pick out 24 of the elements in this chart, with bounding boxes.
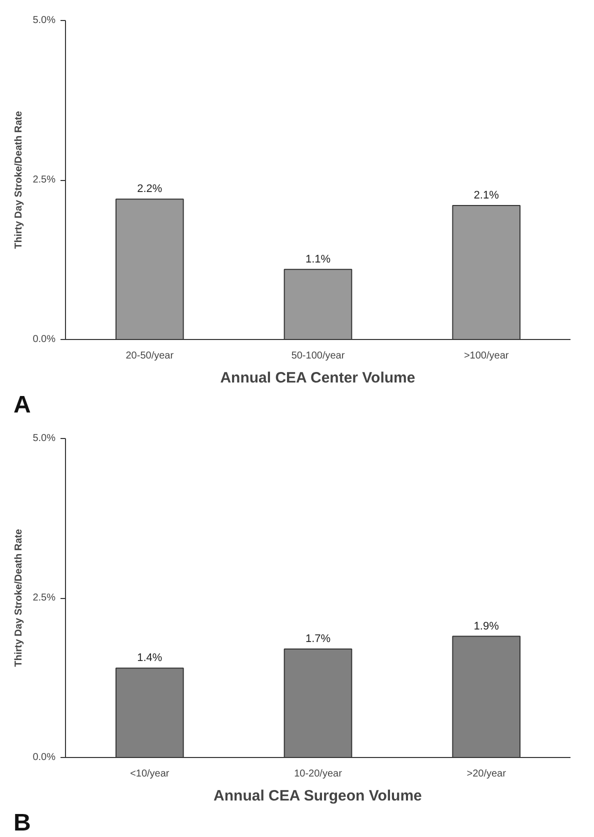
data-label: 1.1%: [305, 253, 331, 266]
x-tick-label: 20-50/year: [126, 350, 174, 362]
y-tick-label: 5.0%: [32, 15, 56, 26]
data-label: 1.4%: [137, 652, 162, 664]
y-tick-label: 0.0%: [32, 334, 56, 345]
x-tick-label: 10-20/year: [294, 768, 343, 780]
data-label: 2.2%: [137, 183, 162, 196]
x-tick-label: 50-100/year: [291, 350, 346, 362]
x-tick-label: <10/year: [130, 768, 170, 780]
text: A: [14, 392, 31, 418]
x-tick-label: >20/year: [466, 768, 507, 780]
data-label: 1.7%: [305, 633, 331, 646]
data-label: 1.9%: [474, 620, 500, 632]
y-axis-title: Thirty Day Stroke/Death Rate: [14, 528, 25, 667]
x-axis-title: Annual CEA Center Volume: [220, 370, 416, 386]
x-axis-title: Annual CEA Surgeon Volume: [214, 788, 422, 804]
y-tick-label: 0.0%: [32, 752, 56, 763]
y-tick-label: 5.0%: [32, 433, 56, 444]
y-tick-label: 2.5%: [32, 592, 56, 604]
y-tick-label: 2.5%: [32, 174, 56, 186]
text: B: [14, 810, 31, 836]
data-label: 2.1%: [474, 190, 500, 202]
y-axis-title: Thirty Day Stroke/Death Rate: [14, 110, 25, 249]
x-tick-label: >100/year: [464, 350, 510, 362]
